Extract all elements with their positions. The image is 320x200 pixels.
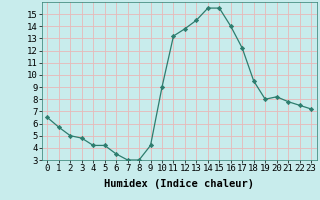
X-axis label: Humidex (Indice chaleur): Humidex (Indice chaleur) xyxy=(104,179,254,189)
